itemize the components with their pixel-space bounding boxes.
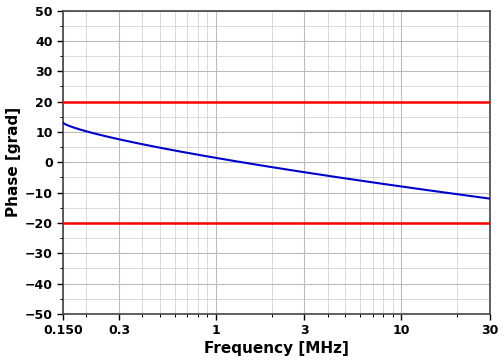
Y-axis label: Phase [grad]: Phase [grad] <box>6 107 21 217</box>
X-axis label: Frequency [MHz]: Frequency [MHz] <box>204 341 349 357</box>
